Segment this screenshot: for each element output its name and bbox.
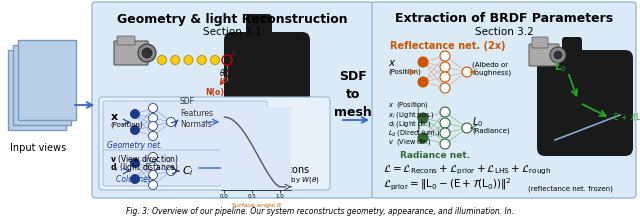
Text: Color net.: Color net. — [116, 176, 154, 185]
Text: L$_0$: L$_0$ — [554, 60, 566, 74]
FancyBboxPatch shape — [532, 37, 548, 48]
Text: Geometry net.: Geometry net. — [108, 141, 163, 150]
Circle shape — [131, 158, 140, 167]
Text: (Position): (Position) — [388, 69, 420, 75]
Circle shape — [418, 113, 428, 123]
Circle shape — [418, 77, 428, 87]
Text: SDF
to
mesh: SDF to mesh — [334, 70, 372, 119]
Circle shape — [148, 152, 157, 161]
Circle shape — [166, 117, 175, 126]
Text: Fig. 3: Overview of our pipeline. Our system reconstructs geometry, appearance, : Fig. 3: Overview of our pipeline. Our sy… — [126, 207, 514, 216]
Text: SDF
Features
Normals: SDF Features Normals — [180, 97, 213, 129]
Text: $C_i$: $C_i$ — [182, 164, 194, 178]
FancyBboxPatch shape — [18, 40, 76, 120]
Text: Weighted by $W(\theta)$: Weighted by $W(\theta)$ — [255, 175, 319, 185]
Circle shape — [131, 110, 140, 119]
Circle shape — [440, 51, 450, 61]
FancyBboxPatch shape — [8, 50, 66, 130]
Circle shape — [462, 67, 472, 77]
Circle shape — [148, 180, 157, 189]
FancyBboxPatch shape — [114, 41, 148, 65]
Circle shape — [131, 174, 140, 183]
Text: Geometry & light Reconstruction: Geometry & light Reconstruction — [116, 13, 348, 26]
Circle shape — [148, 170, 157, 180]
Text: $x$: $x$ — [230, 49, 237, 58]
Circle shape — [142, 48, 152, 58]
Circle shape — [166, 167, 175, 176]
Circle shape — [148, 163, 157, 172]
Circle shape — [418, 133, 428, 143]
FancyBboxPatch shape — [529, 44, 559, 66]
Circle shape — [157, 55, 166, 64]
Circle shape — [440, 128, 450, 138]
FancyBboxPatch shape — [13, 45, 71, 125]
Text: Input views: Input views — [10, 143, 66, 153]
Text: N(o): N(o) — [205, 88, 225, 97]
FancyBboxPatch shape — [103, 101, 267, 153]
Circle shape — [418, 57, 428, 67]
Text: $x$  (Position): $x$ (Position) — [388, 100, 429, 110]
FancyBboxPatch shape — [103, 150, 267, 186]
FancyBboxPatch shape — [99, 97, 330, 190]
Text: $x$: $x$ — [388, 58, 397, 68]
Circle shape — [440, 72, 450, 82]
Text: $v$  (View dir.): $v$ (View dir.) — [388, 137, 431, 147]
FancyBboxPatch shape — [562, 37, 582, 73]
Circle shape — [184, 55, 193, 64]
Circle shape — [148, 121, 157, 130]
FancyBboxPatch shape — [246, 14, 272, 64]
Text: (Radiance): (Radiance) — [472, 128, 509, 134]
Text: E + $\mathcal{T}$(L$_0$): E + $\mathcal{T}$(L$_0$) — [613, 112, 640, 124]
FancyBboxPatch shape — [92, 2, 373, 198]
Text: $\theta$: $\theta$ — [219, 66, 225, 77]
Circle shape — [462, 123, 472, 133]
Text: (Albedo or: (Albedo or — [472, 62, 508, 68]
Circle shape — [440, 83, 450, 93]
Text: $d_l$ (Light dir.): $d_l$ (Light dir.) — [388, 119, 432, 129]
Text: roughness): roughness) — [472, 70, 511, 76]
X-axis label: Surface angle $\theta$: Surface angle $\theta$ — [230, 201, 282, 210]
Circle shape — [148, 132, 157, 141]
Circle shape — [148, 103, 157, 112]
Text: L$_0$: L$_0$ — [472, 115, 483, 129]
Text: Reflectance net. (2x): Reflectance net. (2x) — [390, 41, 506, 51]
Text: (reflectance net. frozen): (reflectance net. frozen) — [528, 186, 613, 192]
Text: $\mathbf{d}_i$ (light distance): $\mathbf{d}_i$ (light distance) — [110, 161, 179, 174]
Circle shape — [440, 139, 450, 149]
Circle shape — [171, 55, 180, 64]
Text: Section 3.2: Section 3.2 — [475, 27, 533, 37]
Text: $L_d$ (Direct lum.): $L_d$ (Direct lum.) — [388, 128, 440, 138]
Circle shape — [440, 62, 450, 72]
FancyBboxPatch shape — [537, 50, 633, 156]
Circle shape — [554, 51, 562, 59]
Circle shape — [138, 44, 156, 62]
Text: $\mathcal{L}_{\mathrm{Recons}}$: $\mathcal{L}_{\mathrm{Recons}}$ — [264, 160, 310, 176]
Text: $\mathbf{v}$ (View direction): $\mathbf{v}$ (View direction) — [110, 153, 179, 165]
Text: $\mathbf{x}$: $\mathbf{x}$ — [110, 112, 119, 122]
Text: $\mathcal{L} = \mathcal{L}_{\mathrm{Recons}} + \mathcal{L}_{\mathrm{prior}} + \m: $\mathcal{L} = \mathcal{L}_{\mathrm{Reco… — [383, 163, 551, 177]
FancyBboxPatch shape — [224, 32, 310, 153]
Circle shape — [211, 55, 220, 64]
Circle shape — [440, 107, 450, 117]
Text: Extraction of BRDF Parameters: Extraction of BRDF Parameters — [395, 13, 613, 26]
Circle shape — [440, 118, 450, 128]
FancyBboxPatch shape — [372, 2, 636, 198]
Circle shape — [197, 55, 206, 64]
Text: Section 3.1: Section 3.1 — [203, 27, 261, 37]
Circle shape — [131, 125, 140, 134]
Text: $x_l$ (Light pos.): $x_l$ (Light pos.) — [388, 110, 435, 120]
Text: Radiance net.: Radiance net. — [400, 150, 470, 160]
FancyBboxPatch shape — [117, 36, 135, 45]
Circle shape — [148, 114, 157, 123]
Circle shape — [550, 47, 566, 63]
Text: $\mathcal{L}_{\mathrm{prior}} = \| \mathrm{L}_0 - (\mathrm{E} + \mathcal{T}(\mat: $\mathcal{L}_{\mathrm{prior}} = \| \math… — [383, 177, 512, 193]
Text: (Position): (Position) — [110, 122, 143, 128]
